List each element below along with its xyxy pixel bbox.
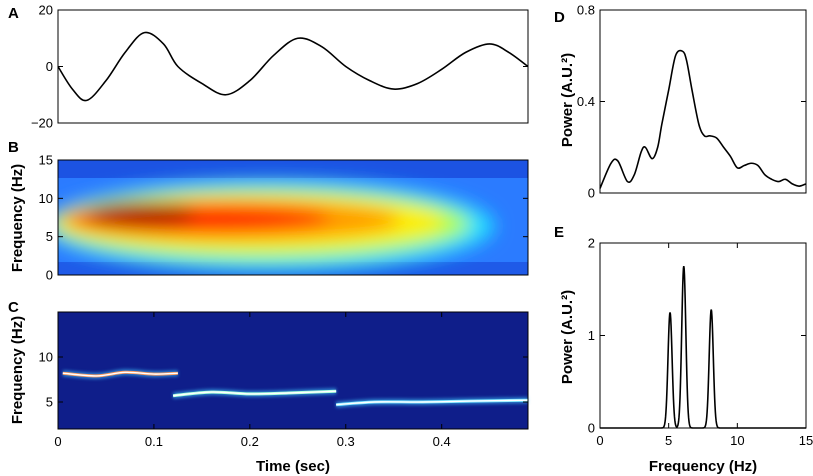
panel-d-ylabel: Power (A.U.²) [559, 53, 576, 147]
y-tick-label: 5 [46, 395, 53, 410]
y-tick-label: 0.4 [577, 94, 595, 109]
panel-a: A −20 0 20 [8, 3, 529, 131]
panel-a-waveform-line [57, 31, 529, 102]
panel-a-y-ticks: −20 0 20 [31, 3, 528, 131]
y-tick-label: 0 [46, 59, 53, 74]
y-tick-label: −20 [31, 116, 53, 131]
ridge-core-2 [173, 390, 337, 397]
panel-d-spectrum-line [599, 49, 807, 189]
x-tick-label: 5 [665, 433, 672, 448]
ridge-core-3 [336, 399, 529, 406]
y-tick-label: 1 [588, 328, 595, 343]
panel-e-x-ticks: 0 5 10 15 [596, 243, 813, 448]
panel-d-label: D [554, 9, 565, 26]
y-tick-label: 0.8 [577, 3, 595, 18]
panel-b-spectrogram [58, 160, 528, 275]
ridge-core-1 [62, 371, 178, 377]
panel-e-label: E [554, 224, 564, 241]
panel-d-y-ticks: 0 0.4 0.8 [577, 3, 806, 201]
panel-a-axes-box [57, 9, 529, 124]
panel-b-axes-box [57, 159, 529, 276]
panel-c-x-ticks: 0 0.1 0.2 0.3 0.4 [54, 312, 451, 449]
x-tick-label: 0.1 [145, 434, 163, 449]
panel-b-top-band [58, 160, 528, 178]
panel-e-axes-box [599, 242, 807, 429]
x-tick-label: 15 [799, 433, 813, 448]
y-tick-label: 0 [588, 421, 595, 436]
y-tick-label: 20 [39, 3, 53, 18]
panel-c-ylabel: Frequency (Hz) [9, 316, 26, 424]
x-tick-label: 0 [54, 434, 61, 449]
panel-c-axes-box [57, 311, 529, 430]
panel-c-y-ticks: 5 10 [39, 350, 528, 410]
panel-c-ridges [62, 369, 529, 408]
panel-b-ylabel: Frequency (Hz) [9, 164, 26, 272]
panel-b-label: B [8, 139, 19, 156]
y-tick-label: 10 [39, 350, 53, 365]
energy-darkred [85, 202, 195, 226]
panel-d: D 0 0.4 0.8 Power (A.U.²) [554, 3, 807, 201]
x-tick-label: 0 [596, 433, 603, 448]
panel-c-xlabel: Time (sec) [256, 458, 330, 475]
panel-b-y-ticks: 0 5 10 15 [39, 153, 528, 283]
panel-e-ylabel: Power (A.U.²) [559, 290, 576, 384]
x-tick-label: 0.2 [241, 434, 259, 449]
y-tick-label: 10 [39, 191, 53, 206]
x-tick-label: 0.4 [433, 434, 451, 449]
panel-b-energy-blob [58, 180, 495, 272]
panel-e: E 0 5 10 15 0 1 2 Power (A.U.²) Frequency (Hz… [554, 224, 813, 475]
panel-e-y-ticks: 0 1 2 [588, 236, 806, 436]
panel-c-label: C [8, 299, 19, 316]
y-tick-label: 0 [46, 268, 53, 283]
panel-d-axes-box [599, 9, 807, 194]
panel-c: C 0 0.1 0.2 0.3 0.4 5 10 Frequency (Hz) Time … [8, 299, 529, 475]
y-tick-label: 15 [39, 153, 53, 168]
y-tick-label: 2 [588, 236, 595, 251]
panel-e-xlabel: Frequency (Hz) [649, 458, 757, 475]
x-tick-label: 10 [730, 433, 744, 448]
panel-b: B 0 5 10 15 Frequency (Hz) [8, 139, 529, 283]
y-tick-label: 5 [46, 229, 53, 244]
panel-e-spectrum-line [600, 265, 806, 429]
y-tick-label: 0 [588, 186, 595, 201]
panel-a-label: A [8, 5, 19, 22]
x-tick-label: 0.3 [337, 434, 355, 449]
